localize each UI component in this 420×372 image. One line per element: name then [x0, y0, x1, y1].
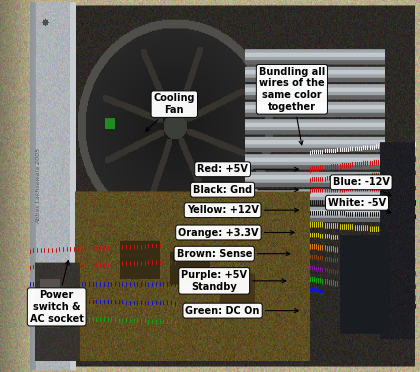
Text: Blue: -12V: Blue: -12V	[333, 177, 391, 196]
Text: Red: +5V: Red: +5V	[197, 164, 298, 174]
Text: Purple: +5V
Standby: Purple: +5V Standby	[181, 270, 286, 292]
Text: White: -5V: White: -5V	[328, 198, 391, 214]
Text: Power
switch &
AC socket: Power switch & AC socket	[30, 260, 84, 324]
Text: Orange: +3.3V: Orange: +3.3V	[178, 228, 294, 237]
Text: Green: DC On: Green: DC On	[185, 306, 298, 315]
Text: Yellow: +12V: Yellow: +12V	[186, 205, 298, 215]
Text: Bundling all
wires of the
same color
together: Bundling all wires of the same color tog…	[259, 67, 325, 145]
Text: Black: Gnd: Black: Gnd	[193, 185, 298, 195]
Text: Abbas Lakhsewala 2005: Abbas Lakhsewala 2005	[36, 148, 41, 224]
Text: Brown: Sense: Brown: Sense	[176, 249, 290, 259]
Text: Cooling
Fan: Cooling Fan	[146, 93, 195, 131]
